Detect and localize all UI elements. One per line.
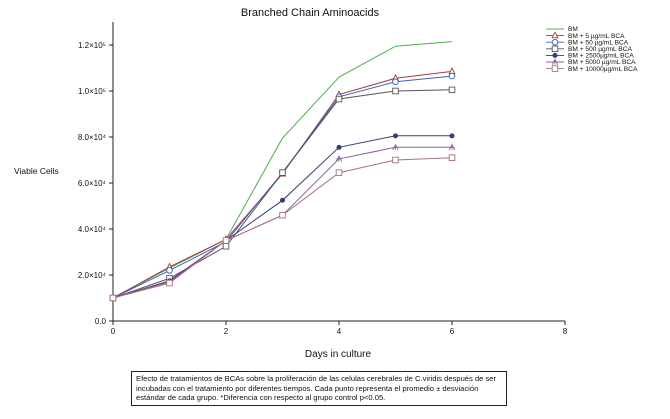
axes: 0.0 2.0×10⁴ 4.0×10⁴ 6.0×10⁴ 8.0×10⁴ 1.0×10⁵ 1.… <box>78 22 568 336</box>
data-point <box>392 78 399 86</box>
data-point <box>166 267 173 274</box>
x-tick-label: 8 <box>563 327 568 336</box>
data-point <box>335 95 343 103</box>
legend-marker <box>551 58 559 65</box>
series-5 <box>109 143 456 301</box>
y-axis-label: Viable Cells <box>14 166 59 176</box>
y-tick-label: 6.0×10⁴ <box>78 179 107 188</box>
series-line <box>112 157 453 299</box>
data-point <box>392 143 399 151</box>
chart-title: Branched Chain Aminoacids <box>241 7 380 19</box>
data-point <box>336 144 342 150</box>
data-point <box>449 133 455 139</box>
data-point <box>448 154 456 161</box>
legend-label: BM + 10000µg/mL BCA <box>568 66 638 73</box>
legend-item: BM + 10000µg/mL BCA <box>546 65 638 73</box>
data-point <box>392 156 399 164</box>
data-point <box>335 155 343 162</box>
caption-text: Efecto de tratamientos de BCAs sobre la … <box>136 374 497 403</box>
legend-item: BM + 5000 µg/mL BCA <box>546 58 636 66</box>
legend-marker <box>551 65 559 72</box>
series-line <box>112 70 453 299</box>
y-tick-label: 4.0×10⁴ <box>78 225 107 234</box>
data-point <box>166 279 173 287</box>
data-point <box>222 242 230 250</box>
legend-label: BM <box>568 26 578 33</box>
series-line <box>112 75 453 299</box>
y-tick-label: 2.0×10⁴ <box>78 271 107 280</box>
series-3 <box>109 86 456 302</box>
legend-item: BM + 50 µg/mL BCA <box>546 38 629 46</box>
legend-item: BM <box>546 26 578 33</box>
x-axis-label: Days in culture <box>305 349 372 360</box>
data-point <box>279 211 286 219</box>
y-tick-label: 8.0×10⁴ <box>78 133 107 142</box>
data-point <box>222 237 230 244</box>
legend-marker <box>551 45 559 53</box>
figure-caption: Efecto de tratamientos de BCAs sobre la … <box>131 371 507 407</box>
legend-label: BM + 2500µg/mL BCA <box>568 53 634 60</box>
data-point <box>392 133 398 139</box>
x-tick-label: 0 <box>111 327 116 336</box>
x-tick-label: 2 <box>224 327 229 336</box>
legend-marker <box>551 38 559 46</box>
data-point <box>448 72 456 80</box>
legend-label: BM + 5 µg/mL BCA <box>568 33 625 40</box>
y-tick-label: 1.2×10⁵ <box>78 41 106 50</box>
y-tick-label: 0.0 <box>95 317 107 326</box>
legend-marker <box>551 31 559 39</box>
legend-item: BM + 500 µg/mL BCA <box>546 45 632 53</box>
series-1 <box>109 67 456 301</box>
data-point <box>279 197 285 203</box>
legend-label: BM + 5000 µg/mL BCA <box>568 59 636 66</box>
legend-label: BM + 500 µg/mL BCA <box>568 46 632 53</box>
data-point <box>335 169 343 176</box>
x-tick-label: 4 <box>337 327 342 336</box>
data-point <box>279 169 286 176</box>
line-chart: Branched Chain Aminoacids Viable Cells D… <box>14 7 638 360</box>
data-point <box>448 86 456 94</box>
legend-marker <box>552 52 558 58</box>
x-tick-label: 6 <box>450 327 455 336</box>
legend-label: BM + 50 µg/mL BCA <box>568 39 629 46</box>
series-2 <box>109 72 456 302</box>
series-6 <box>109 154 456 302</box>
series-layer <box>109 41 456 302</box>
legend-item: BM + 2500µg/mL BCA <box>546 53 634 60</box>
data-point <box>392 87 399 95</box>
series-line <box>112 89 453 299</box>
y-tick-label: 1.0×10⁵ <box>78 87 106 96</box>
data-point <box>448 143 456 151</box>
legend-item: BM + 5 µg/mL BCA <box>546 31 625 40</box>
data-point <box>109 294 117 302</box>
